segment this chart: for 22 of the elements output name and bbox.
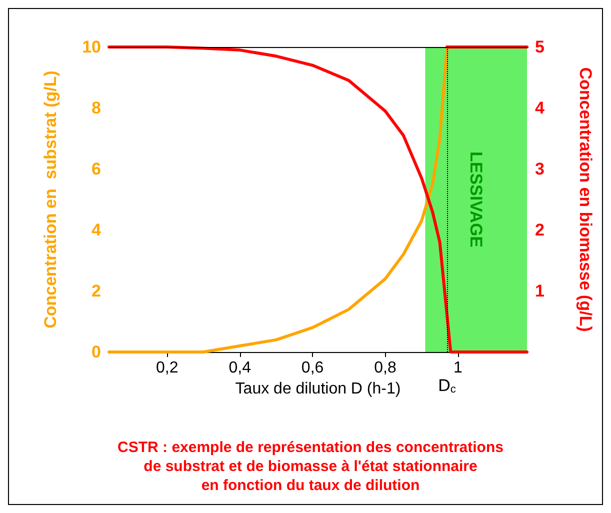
x-tick-label: 1 <box>453 360 462 376</box>
y-tick-label: 10 <box>82 38 101 56</box>
x-axis-title: Taux de dilution D (h-1) <box>235 380 401 398</box>
x-tick-label: 0,6 <box>301 360 324 376</box>
y-tick-label: 6 <box>92 160 101 178</box>
y2-tick-label: 2 <box>535 220 544 240</box>
y-tick-label: 0 <box>92 342 101 362</box>
y2-tick-label: 3 <box>535 160 544 178</box>
y2-tick-label: 1 <box>535 282 544 300</box>
y-axis-title: Concentration en substrat (g/L) <box>41 70 60 328</box>
band-label: LESSIVAGE <box>466 151 486 248</box>
y2-tick-label: 4 <box>535 98 545 118</box>
y-tick-label: 8 <box>92 98 101 118</box>
x-tick-label: 0,4 <box>228 360 252 376</box>
text: CSTR : exemple de représentation des concentrations de substrat et de biomasse à l'état stationnaire en fonction du taux de dilution <box>118 439 504 494</box>
x-tick-label: 0,2 <box>156 360 178 376</box>
y-tick-label: 2 <box>92 282 101 300</box>
y-tick-label: 4 <box>92 220 102 240</box>
y2-tick-label: 5 <box>535 38 544 56</box>
y2-axis-title: Concentration en biomasse (g/L) <box>576 67 595 332</box>
x-tick-label: 0,8 <box>374 360 396 376</box>
line-series <box>108 46 449 354</box>
